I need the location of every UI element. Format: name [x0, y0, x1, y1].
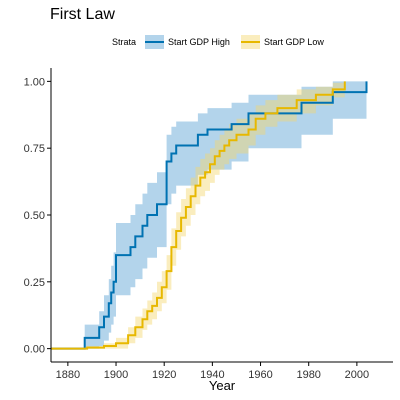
- x-tick-label: 1920: [152, 369, 176, 381]
- confidence-band-high: [51, 81, 367, 349]
- legend-label-high: Start GDP High: [168, 37, 230, 47]
- y-tick-label: 0.00: [24, 344, 45, 356]
- series-line-low: [51, 81, 346, 350]
- y-tick-label: 0.50: [24, 210, 45, 222]
- x-tick-label: 1900: [104, 369, 128, 381]
- legend-entry-high: Start GDP High: [145, 35, 230, 49]
- plot-area: [51, 81, 368, 350]
- x-tick-label: 1980: [296, 369, 320, 381]
- x-tick-label: 1940: [200, 369, 224, 381]
- legend-entry-low: Start GDP Low: [241, 35, 324, 49]
- y-tick-label: 0.75: [24, 143, 45, 155]
- x-tick-label: 2000: [345, 369, 369, 381]
- legend-title: Strata: [112, 37, 136, 47]
- x-tick-label: 1960: [248, 369, 272, 381]
- y-axis-ticks: 0.00 0.25 0.50 0.75 1.00: [24, 76, 51, 356]
- legend-label-low: Start GDP Low: [264, 37, 324, 47]
- y-tick-label: 0.25: [24, 277, 45, 289]
- legend: Strata Start GDP High Start GDP Low: [112, 35, 324, 49]
- x-tick-label: 1880: [56, 369, 80, 381]
- x-axis-title: Year: [209, 378, 236, 393]
- series-line-high: [51, 81, 368, 350]
- x-axis-ticks: 1880 1900 1920 1940 1960 1980 2000: [56, 362, 369, 381]
- confidence-band-low: [51, 81, 345, 349]
- chart-title: First Law: [50, 6, 115, 23]
- y-tick-label: 1.00: [24, 76, 45, 88]
